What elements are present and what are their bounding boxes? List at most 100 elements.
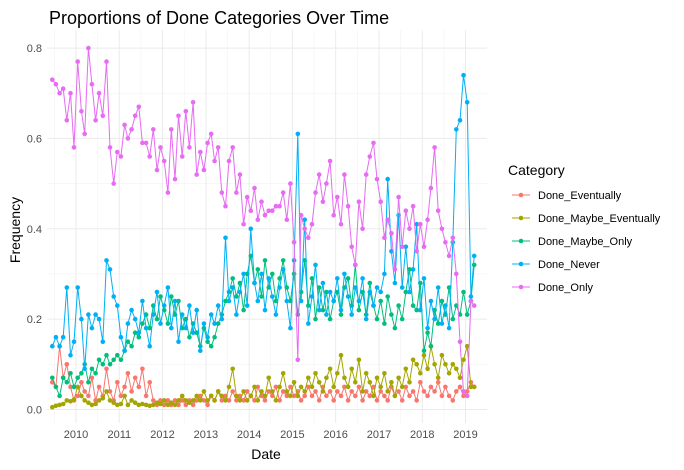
data-point-done-eventually [316,398,322,403]
data-point-done-eventually [446,393,452,399]
data-point-done-never [367,289,373,295]
legend-item-done-eventually: Done_Eventually [512,190,622,202]
data-point-done-maybe-eventually [198,398,203,403]
series-done-maybe-only [50,253,477,399]
data-point-done-maybe-eventually [53,403,59,409]
data-point-done-maybe-eventually [132,400,138,406]
data-point-done-maybe-eventually [421,352,427,358]
data-point-done-eventually [161,402,167,408]
data-point-done-never [443,303,448,308]
data-point-done-maybe-eventually [360,389,365,394]
data-point-done-eventually [450,398,456,403]
data-point-done-never [179,312,185,317]
data-point-done-maybe-eventually [403,366,409,372]
data-point-done-maybe-only [356,307,362,313]
data-point-done-maybe-eventually [331,384,337,390]
data-point-done-only [392,267,398,272]
data-point-done-never [230,285,235,290]
data-point-done-only [471,303,477,308]
data-point-done-only [335,194,340,200]
data-point-done-never [273,312,279,317]
data-point-done-only [219,190,225,195]
data-point-done-maybe-eventually [169,400,174,406]
data-point-done-eventually [96,384,102,390]
data-point-done-maybe-eventually [378,384,384,390]
data-point-done-eventually [421,389,427,394]
data-point-done-eventually [288,384,293,390]
data-point-done-maybe-only [454,303,459,308]
data-point-done-only [143,140,149,146]
data-point-done-never [454,127,459,132]
data-point-done-never [320,280,326,286]
data-point-done-never [158,321,163,326]
data-point-done-never [79,316,84,322]
data-point-done-maybe-only [125,339,131,345]
data-point-done-maybe-eventually [129,398,134,403]
data-point-done-eventually [360,398,365,403]
data-point-done-only [464,393,470,399]
data-point-done-only [86,45,91,51]
data-point-done-never [151,312,156,317]
x-tick-label: 2011 [107,429,131,441]
data-point-done-only [241,221,246,227]
data-point-done-maybe-only [234,294,239,299]
data-point-done-only [60,86,66,91]
data-point-done-never [172,298,178,304]
data-point-done-maybe-eventually [425,366,430,372]
data-point-done-maybe-only [96,357,102,363]
data-point-done-eventually [118,393,124,399]
data-point-done-maybe-eventually [237,398,243,403]
data-point-done-maybe-eventually [136,402,142,408]
data-point-done-only [356,199,362,204]
data-point-done-eventually [252,398,257,403]
data-point-done-maybe-only [169,294,174,299]
x-tick-label: 2016 [323,429,347,441]
data-point-done-maybe-eventually [435,375,441,381]
data-point-done-eventually [403,384,409,390]
data-point-done-eventually [385,398,391,403]
data-point-done-only [407,226,412,232]
x-tick-label: 2017 [367,429,391,441]
data-point-done-only [443,240,448,245]
data-point-done-eventually [129,389,134,394]
data-point-done-never [241,271,246,277]
data-point-done-maybe-only [399,316,405,322]
data-point-done-eventually [226,398,232,403]
data-point-done-only [176,113,181,119]
data-point-done-maybe-eventually [111,400,116,406]
data-point-done-maybe-eventually [284,389,290,394]
data-point-done-eventually [143,393,149,399]
data-point-done-eventually [439,393,445,399]
data-point-done-only [457,339,463,345]
data-point-done-maybe-only [410,303,416,308]
data-point-done-only [425,217,430,222]
data-point-done-eventually [342,384,347,390]
data-point-done-never [143,325,149,331]
data-point-done-only [396,194,401,200]
data-point-done-maybe-only [100,362,106,367]
data-point-done-maybe-eventually [96,398,102,403]
data-point-done-never [428,298,434,304]
data-point-done-maybe-eventually [86,400,91,406]
data-point-done-maybe-only [471,262,477,268]
data-point-done-maybe-eventually [172,402,178,408]
data-point-done-only [385,217,391,222]
y-axis-title: Frequency [7,197,23,263]
data-point-done-maybe-eventually [353,380,358,385]
grid [47,30,487,423]
data-point-done-maybe-eventually [367,380,373,385]
data-point-done-maybe-eventually [374,375,380,381]
data-point-done-never [418,307,423,313]
data-point-done-never [169,325,174,331]
y-tick-label: 0.2 [27,314,42,326]
data-point-done-eventually [219,398,225,403]
data-point-done-only [378,199,384,204]
data-point-done-never [125,321,131,326]
series-layer [50,45,477,410]
data-point-done-never [248,226,254,232]
data-point-done-maybe-eventually [324,375,329,381]
data-point-done-maybe-only [223,298,228,304]
data-point-done-never [208,312,214,317]
data-point-done-maybe-only [392,325,398,331]
data-point-done-never [262,307,268,313]
